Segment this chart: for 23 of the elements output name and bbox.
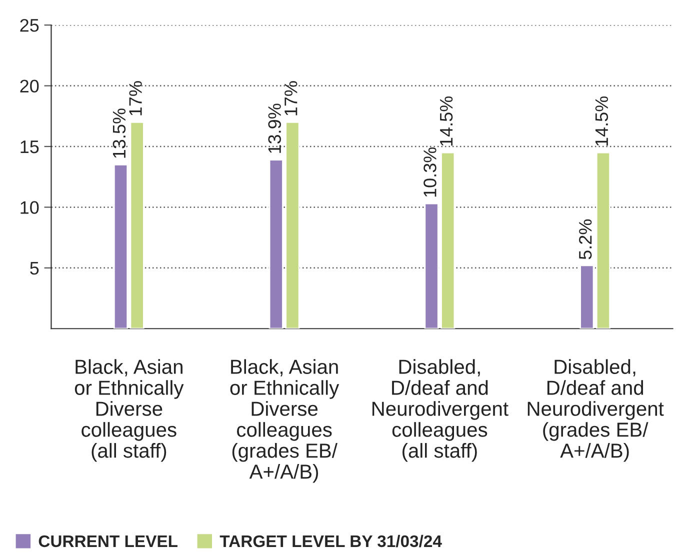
x-tick-label: Disabled, D/deaf and Neurodivergent colleagues (all staff) bbox=[372, 359, 508, 462]
y-tick-label: 15 bbox=[20, 140, 39, 154]
x-tick-label: Black, Asian or Ethnically Diverse colleagues (grades EB/ A+/A/B) bbox=[230, 359, 340, 483]
data-label: 17% bbox=[284, 81, 298, 116]
bar bbox=[113, 164, 128, 329]
data-label: 17% bbox=[129, 81, 142, 116]
x-tick-label: Disabled, D/deaf and Neurodivergent (grades EB/ A+/A/B) bbox=[528, 359, 664, 462]
data-label: 13.5% bbox=[112, 108, 126, 158]
bar bbox=[580, 264, 594, 329]
data-label: 10.3% bbox=[424, 147, 436, 197]
data-label: 5.2% bbox=[578, 219, 592, 260]
bar bbox=[596, 152, 611, 329]
x-tick-label: Black, Asian or Ethnically Diverse colleagues (all staff) bbox=[74, 359, 184, 462]
legend-label: TARGET LEVEL BY 31/03/24 bbox=[220, 534, 442, 548]
data-label: 14.5% bbox=[595, 96, 608, 146]
legend-label: CURRENT LEVEL bbox=[38, 535, 178, 548]
y-tick-label: 5 bbox=[30, 262, 39, 275]
y-tick-label: 20 bbox=[20, 80, 39, 92]
bar bbox=[130, 122, 144, 329]
y-tick-label: 25 bbox=[20, 19, 39, 32]
y-tick-label: 10 bbox=[20, 201, 39, 214]
data-label: 14.5% bbox=[440, 96, 453, 146]
data-label: 13.9% bbox=[268, 104, 281, 153]
